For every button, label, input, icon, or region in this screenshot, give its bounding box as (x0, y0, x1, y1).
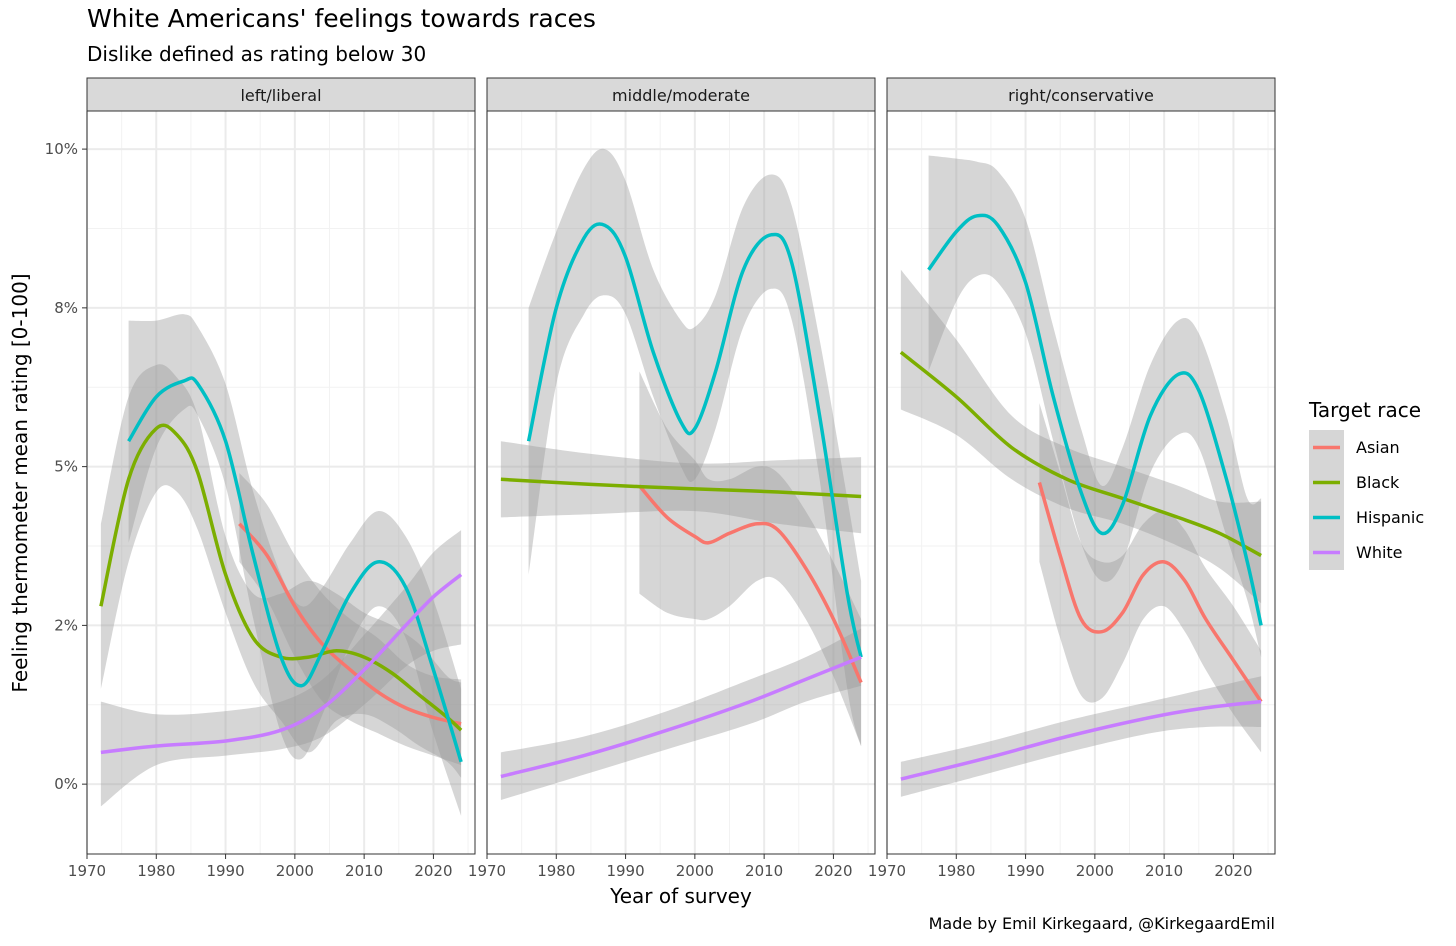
series-line-white (100, 573, 463, 755)
series-line-hispanic (927, 213, 1263, 626)
panels: left/liberal 1970 1980 1990 2000 2010 2020 0% 2%… (45, 77, 1276, 880)
confidence-band-asian (1039, 403, 1262, 753)
legend: Target race Asian Black Hispanic White (1308, 398, 1424, 570)
y-tick-label: 2% (54, 616, 78, 634)
x-tick-label: 1990 (1006, 862, 1044, 880)
x-tick-label: 1970 (468, 862, 506, 880)
panel-strip (886, 77, 1276, 112)
series-line-white (500, 655, 862, 779)
panel-strip-label: middle/moderate (612, 86, 750, 105)
chart-title: White Americans' feelings towards races (87, 4, 596, 33)
panel-strip (486, 77, 876, 112)
legend-label-hispanic: Hispanic (1356, 508, 1424, 527)
series-line-hispanic (526, 222, 863, 658)
confidence-band-white (500, 628, 862, 800)
x-tick-label: 2000 (1076, 862, 1114, 880)
y-tick-label: 5% (54, 458, 78, 476)
legend-title: Target race (1308, 398, 1421, 422)
x-tick-label: 2020 (814, 862, 852, 880)
panel-border (86, 110, 476, 855)
panel-border (486, 110, 876, 855)
chart-subtitle: Dislike defined as rating below 30 (87, 42, 427, 66)
x-tick-label: 2020 (1214, 862, 1252, 880)
confidence-band-black (900, 269, 1262, 604)
confidence-band-white (100, 530, 462, 807)
confidence-band-hispanic (928, 155, 1262, 658)
confidence-band-asian (639, 371, 862, 746)
series-line-white (900, 699, 1262, 781)
confidence-band-hispanic (528, 148, 862, 746)
caption: Made by Emil Kirkegaard, @KirkegaardEmil (928, 914, 1275, 933)
x-tick-label: 2000 (276, 862, 314, 880)
y-axis-title: Feeling thermometer mean rating [0-100] (8, 273, 32, 692)
y-tick-label: 8% (54, 299, 78, 317)
legend-label-black: Black (1356, 473, 1400, 492)
confidence-band-hispanic (128, 314, 462, 816)
x-tick-label: 1980 (937, 862, 975, 880)
panel-border (886, 110, 1276, 855)
x-tick-label: 1970 (68, 862, 106, 880)
x-tick-label: 2010 (1145, 862, 1183, 880)
series-line-hispanic (127, 376, 463, 763)
series-line-asian (638, 484, 863, 684)
series-line-asian (238, 522, 462, 726)
panel-strip-label: left/liberal (240, 86, 321, 105)
y-tick-label: 10% (45, 140, 78, 158)
series-line-asian (1037, 482, 1263, 703)
x-tick-label: 1990 (606, 862, 644, 880)
x-tick-label: 1980 (137, 862, 175, 880)
series-line-black (500, 477, 862, 499)
x-tick-label: 1990 (206, 862, 244, 880)
y-tick-label: 0% (54, 775, 78, 793)
x-tick-label: 2010 (345, 862, 383, 880)
legend-label-asian: Asian (1356, 438, 1400, 457)
x-tick-label: 2010 (745, 862, 783, 880)
confidence-band-white (900, 676, 1262, 797)
x-tick-label: 2000 (676, 862, 714, 880)
x-tick-label: 1980 (537, 862, 575, 880)
legend-label-white: White (1356, 543, 1403, 562)
x-tick-label: 2020 (414, 862, 452, 880)
panel-2: right/conservative 1970 1980 1990 2000 2010 20… (868, 77, 1276, 880)
x-tick-label: 1970 (868, 862, 906, 880)
panel-strip-label: right/conservative (1008, 86, 1154, 105)
confidence-band-asian (239, 473, 462, 766)
panel-1: middle/moderate 1970 1980 1990 2000 2010 2020 (468, 77, 876, 880)
x-axis-title: Year of survey (609, 884, 752, 908)
panel-0: left/liberal 1970 1980 1990 2000 2010 2020 0% 2%… (45, 77, 476, 880)
series-line-black (99, 423, 463, 732)
confidence-band-black (100, 364, 462, 778)
series-line-black (899, 350, 1262, 558)
